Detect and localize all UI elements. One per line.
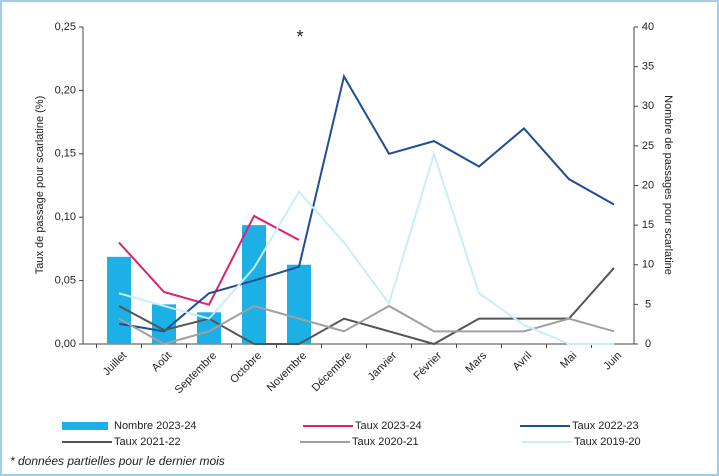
legend-label: Taux 2023-24 [355,420,422,432]
line [118,267,615,346]
bar [287,264,311,344]
y2-tick-label: 30 [642,100,654,112]
y-tick-label: 0,00 [55,338,76,350]
y-tick-label: 0,20 [55,84,76,96]
y-tick-label: 0,05 [55,275,76,287]
legend-label: Taux 2021-22 [114,436,181,448]
annotation-star: * [296,27,303,47]
y2-tick-label: 15 [642,219,654,231]
y2-tick-label: 0 [645,338,651,350]
bar [242,225,266,344]
legend-label: Nombre 2023-24 [114,420,197,432]
footnote: * données partielles pour le dernier moi… [10,454,225,468]
line [118,214,300,306]
y2-tick-label: 5 [645,298,651,310]
line [118,73,615,333]
y2-tick-label: 25 [642,140,654,152]
legend-label: Taux 2020-21 [352,436,419,448]
y2-tick-label: 40 [642,21,654,33]
y-tick-label: 0,25 [55,21,76,33]
bar [107,256,131,344]
legend-swatch [62,422,108,430]
line [118,150,614,345]
legend-label: Taux 2019-20 [574,436,641,448]
legend-label: Taux 2022-23 [572,420,639,432]
y2-tick-label: 10 [642,259,654,271]
y-tick-label: 0,15 [55,148,76,160]
y2-axis-label: Nombre de passages pour scarlatine [662,95,674,275]
y2-tick-label: 20 [642,179,654,191]
y-tick-label: 0,10 [55,211,76,223]
y2-tick-label: 35 [642,61,654,73]
y-axis-label: Taux de passage pour scarlatine (%) [34,96,46,275]
